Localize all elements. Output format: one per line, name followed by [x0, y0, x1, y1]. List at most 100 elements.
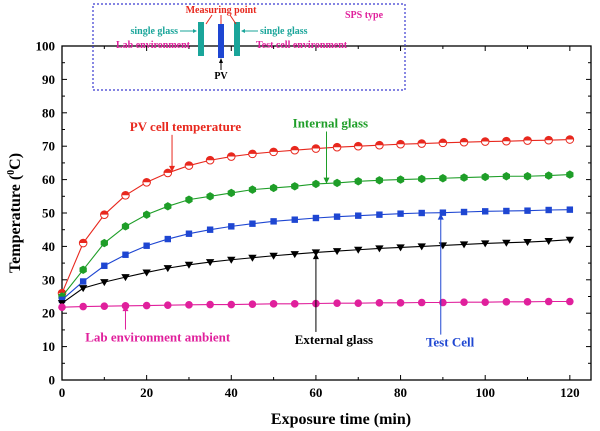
data-point-internal-glass: [206, 192, 214, 201]
data-point-lab-environment-ambient: [417, 298, 426, 307]
inset-test-cell-env-label: Test cell environment: [256, 40, 348, 51]
data-point-test-cell: [206, 226, 214, 233]
annotation-label-pv-cell-temperature: PV cell temperature: [130, 119, 242, 134]
x-tick-label-60: 60: [309, 385, 322, 400]
data-point-pv-cell-temperature: [417, 139, 426, 144]
data-point-test-cell: [460, 208, 468, 216]
data-point-external-glass: [502, 239, 511, 247]
data-point-test-cell: [545, 206, 552, 214]
data-point-pv-cell-temperature: [121, 191, 130, 196]
y-tick-label-10: 10: [42, 339, 55, 354]
annotation-arrowhead-pv-cell-temperature: [169, 165, 176, 172]
data-point-internal-glass: [566, 170, 574, 179]
y-tick-label-30: 30: [42, 272, 55, 287]
data-point-internal-glass: [248, 185, 257, 194]
annotation-label-internal-glass: Internal glass: [293, 115, 368, 130]
data-point-external-glass: [269, 252, 278, 260]
data-point-pv-cell-temperature: [164, 169, 172, 173]
inset-left-glass-arrowhead: [193, 29, 197, 33]
data-point-internal-glass: [100, 238, 108, 248]
data-point-test-cell: [291, 216, 298, 223]
data-point-pv-cell-temperature: [333, 143, 341, 148]
x-tick-label-40: 40: [225, 385, 238, 400]
x-tick-label-0: 0: [59, 385, 66, 400]
data-point-lab-environment-ambient: [460, 298, 468, 306]
data-point-internal-glass: [439, 174, 447, 183]
inset-measuring-point-label: Measuring point: [186, 5, 258, 16]
x-tick-label-100: 100: [475, 385, 495, 400]
data-point-pv-cell-temperature: [544, 136, 553, 141]
inset-left-glass-pane: [198, 22, 204, 56]
y-axis-title-unit: C): [7, 153, 24, 170]
data-point-pv-cell-temperature: [566, 135, 574, 140]
y-axis-title-superscript: 0: [6, 170, 17, 175]
data-point-external-glass: [544, 238, 553, 246]
data-point-test-cell: [101, 262, 108, 269]
data-point-pv-cell-temperature: [206, 156, 214, 161]
annotation-label-test-cell: Test Cell: [426, 335, 475, 350]
inset-lab-env-label: Lab environment: [116, 40, 191, 51]
y-tick-label-60: 60: [42, 172, 55, 187]
annotation-label-lab-environment-ambient: Lab environment ambient: [85, 330, 231, 345]
inset-frame: [92, 3, 406, 91]
data-point-internal-glass: [354, 177, 362, 186]
data-point-pv-cell-temperature: [248, 150, 257, 154]
data-point-pv-cell-temperature: [185, 161, 193, 166]
annotation-arrowhead-lab-environment-ambient: [122, 305, 129, 312]
data-point-pv-cell-temperature: [142, 178, 151, 183]
data-point-internal-glass: [396, 175, 405, 184]
data-point-lab-environment-ambient: [290, 300, 299, 308]
data-point-internal-glass: [460, 173, 468, 182]
data-point-lab-environment-ambient: [544, 297, 553, 306]
annotation-layer: PV cell temperature Internal glass Lab env…: [85, 115, 474, 349]
data-point-internal-glass: [269, 183, 278, 193]
y-tick-label-40: 40: [42, 239, 55, 254]
series-external-glass: [57, 236, 575, 308]
data-point-lab-environment-ambient: [375, 299, 384, 307]
data-point-internal-glass: [79, 265, 87, 274]
annotation-arrowhead-external-glass: [312, 253, 319, 260]
y-axis-title: Temperature (0C): [6, 153, 24, 273]
x-tick-label-80: 80: [394, 385, 407, 400]
data-point-external-glass: [100, 279, 109, 287]
data-point-test-cell: [418, 209, 425, 217]
data-point-internal-glass: [502, 172, 510, 181]
data-point-test-cell: [270, 218, 277, 225]
data-point-external-glass: [121, 274, 130, 282]
x-axis-title: Exposure time (min): [271, 411, 411, 428]
data-point-internal-glass: [333, 178, 341, 188]
data-point-lab-environment-ambient: [333, 299, 341, 307]
x-tick-label-20: 20: [140, 385, 153, 400]
data-point-pv-cell-temperature: [79, 239, 87, 244]
data-point-test-cell: [439, 209, 447, 216]
data-point-test-cell: [228, 223, 235, 230]
series-pv-cell-temperature: [57, 135, 575, 298]
data-point-lab-environment-ambient: [248, 300, 257, 308]
axes: 0 10 20 30 40 50 60 70 80 90 100 0 20 40 60 80 100 120: [36, 39, 592, 400]
data-point-lab-environment-ambient: [185, 301, 193, 309]
inset-right-glass-pane: [234, 22, 240, 56]
data-point-test-cell: [164, 235, 171, 243]
y-tick-label-20: 20: [42, 306, 55, 321]
data-point-pv-cell-temperature: [396, 140, 405, 145]
data-point-internal-glass: [227, 188, 235, 198]
annotation-label-external-glass: External glass: [295, 332, 373, 347]
data-point-pv-cell-temperature: [269, 148, 278, 152]
data-point-external-glass: [205, 259, 215, 267]
data-point-pv-cell-temperature: [354, 142, 363, 147]
data-point-lab-environment-ambient: [354, 299, 363, 307]
data-point-pv-cell-temperature: [312, 144, 320, 149]
inset-right-glass-label: single glass: [260, 26, 308, 37]
data-point-test-cell: [249, 220, 256, 227]
data-point-pv-cell-temperature: [502, 137, 511, 142]
data-point-test-cell: [79, 278, 87, 285]
y-tick-label-90: 90: [42, 72, 55, 87]
data-point-external-glass: [523, 239, 532, 247]
data-point-external-glass: [163, 265, 172, 273]
data-point-internal-glass: [545, 171, 553, 180]
inset-pv-label: PV: [214, 71, 228, 82]
data-point-lab-environment-ambient: [100, 302, 109, 310]
inset-right-glass-arrowhead: [241, 29, 245, 33]
data-point-test-cell: [312, 214, 320, 222]
